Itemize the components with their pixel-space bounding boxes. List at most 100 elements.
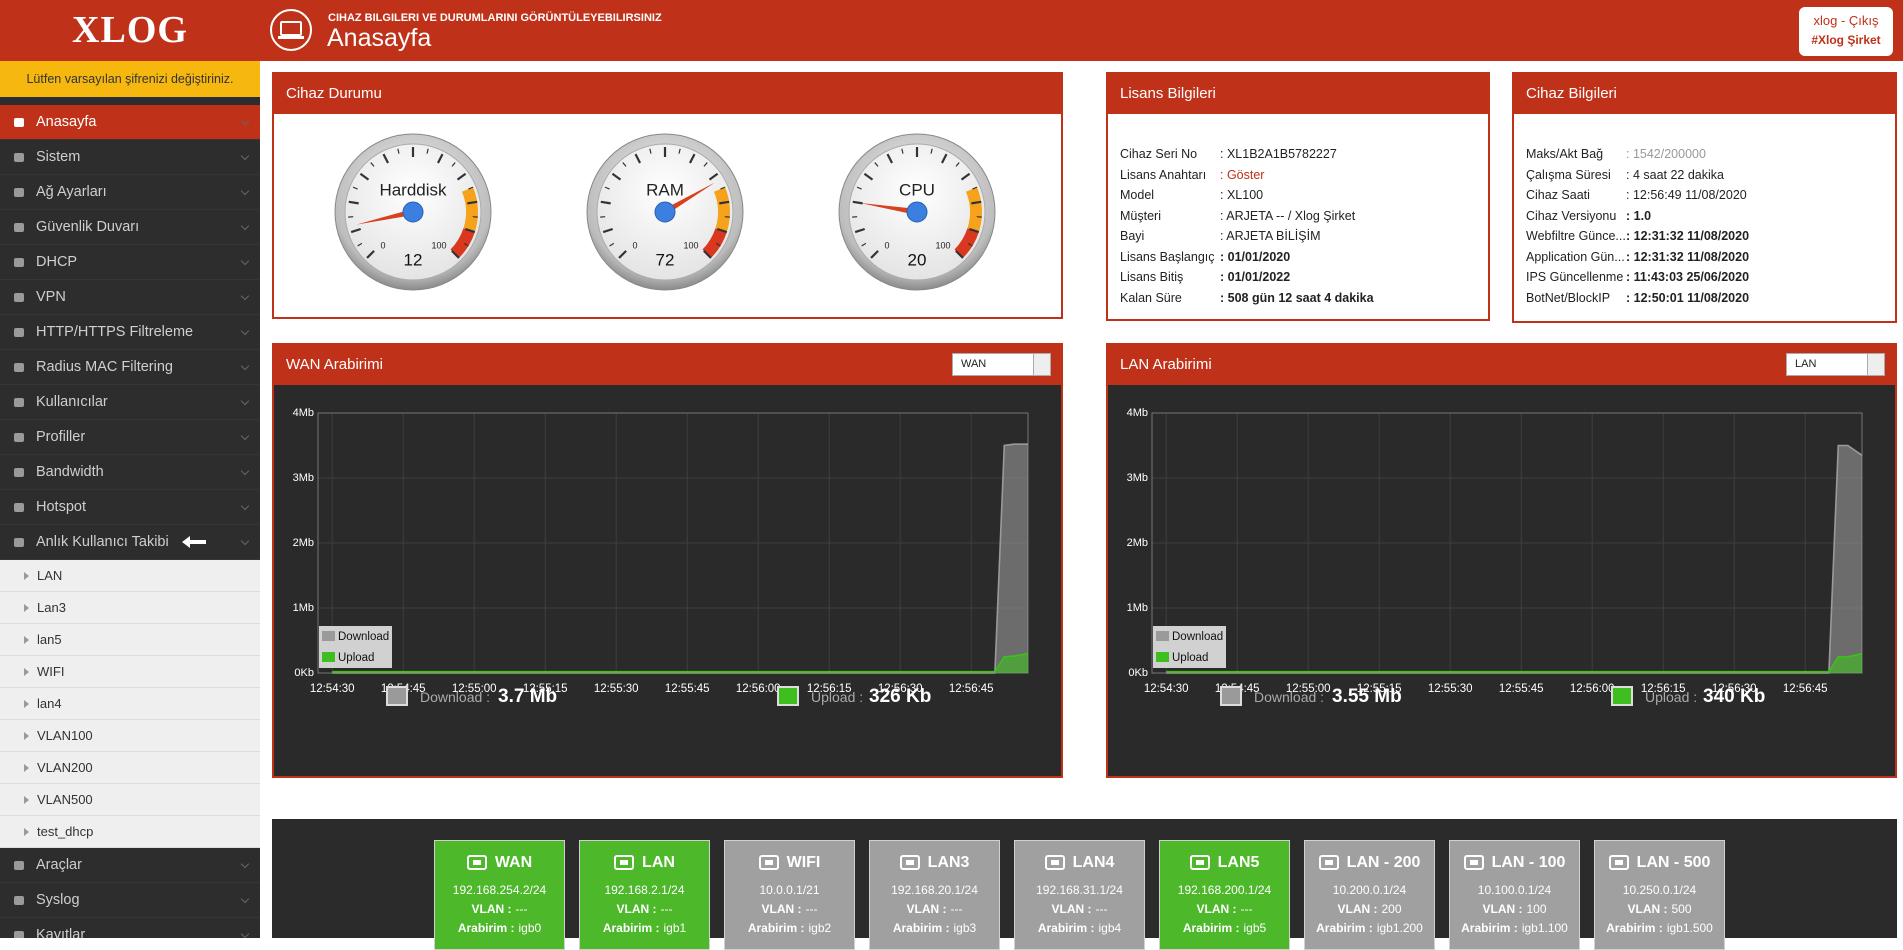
interface-ip: 10.0.0.1/21 xyxy=(725,883,854,897)
gauge-tick xyxy=(971,202,981,204)
info-label: Cihaz Seri No xyxy=(1120,147,1197,161)
network-icon xyxy=(467,855,487,872)
menu-item[interactable]: VPN xyxy=(0,280,260,315)
x-tick-label: 12:54:30 xyxy=(1144,683,1189,695)
vlan-value: --- xyxy=(806,902,818,916)
submenu-item[interactable]: test_dhcp xyxy=(0,816,260,848)
menu-item[interactable]: Kullanıcılar xyxy=(0,385,260,420)
traffic-chart: 0Kb1Mb2Mb3Mb4Mb12:54:3012:54:4512:55:001… xyxy=(1108,385,1895,776)
tile-header: LAN5 xyxy=(1160,853,1289,873)
interface-name: LAN3 xyxy=(928,854,970,872)
x-tick-label: 12:55:45 xyxy=(1499,683,1544,695)
password-warning[interactable]: Lütfen varsayılan şifrenizi değiştiriniz… xyxy=(0,61,260,97)
vlan-value: --- xyxy=(516,902,528,916)
iface-value: igb3 xyxy=(954,921,977,935)
interface-select[interactable]: LAN xyxy=(1786,353,1885,376)
gauge-hub xyxy=(907,202,927,222)
menu-item[interactable]: Ağ Ayarları xyxy=(0,175,260,210)
download-swatch xyxy=(386,686,408,706)
info-label: Cihaz Saati xyxy=(1526,188,1590,202)
download-label: Download : xyxy=(420,686,490,708)
series-line xyxy=(332,444,1028,673)
gauge-max-label: 100 xyxy=(431,240,446,250)
logo[interactable]: XLOG xyxy=(72,9,188,51)
menu-item[interactable]: Sistem xyxy=(0,140,260,175)
info-row: Lisans Bitiş01/01/2022 xyxy=(1108,270,1488,290)
info-label: Çalışma Süresi xyxy=(1526,168,1611,182)
submenu-item[interactable]: VLAN500 xyxy=(0,784,260,816)
submenu-item[interactable]: WIFI xyxy=(0,656,260,688)
gauge-label: CPU xyxy=(899,180,935,199)
menu-item[interactable]: Profiller xyxy=(0,420,260,455)
info-row: Kalan Süre508 gün 12 saat 4 dakika xyxy=(1108,291,1488,311)
iface-value: igb1 xyxy=(664,921,687,935)
menu-item[interactable]: Araçlar xyxy=(0,848,260,883)
menu-item[interactable]: Syslog xyxy=(0,883,260,918)
menu-item[interactable]: Kayıtlar xyxy=(0,918,260,938)
menu-item[interactable]: DHCP xyxy=(0,245,260,280)
series-area xyxy=(332,444,1028,673)
interface-ip: 192.168.2.1/24 xyxy=(580,883,709,897)
submenu-item[interactable]: lan5 xyxy=(0,624,260,656)
icon-port xyxy=(620,860,628,865)
legend-label: Upload xyxy=(338,652,374,664)
y-tick-label: 0Kb xyxy=(1128,667,1148,679)
menu-item[interactable]: HTTP/HTTPS Filtreleme xyxy=(0,315,260,350)
panel-title: Cihaz Bilgileri xyxy=(1514,74,1895,114)
icon-screen xyxy=(281,22,301,35)
menu-item[interactable]: Anlık Kullanıcı Takibi xyxy=(0,525,260,560)
menu-item[interactable]: Radius MAC Filtering xyxy=(0,350,260,385)
tile-header: LAN xyxy=(580,853,709,873)
interface-ip: 10.250.0.1/24 xyxy=(1595,883,1724,897)
menu-item[interactable]: Güvenlik Duvarı xyxy=(0,210,260,245)
submenu-item[interactable]: lan4 xyxy=(0,688,260,720)
logout[interactable]: Çıkış xyxy=(1849,13,1879,28)
iface-line: Arabirim :igb2 xyxy=(725,921,854,935)
submenu-item[interactable]: Lan3 xyxy=(0,592,260,624)
series-line xyxy=(1166,446,1862,674)
menu-item[interactable]: Bandwidth xyxy=(0,455,260,490)
y-tick-label: 2Mb xyxy=(1127,537,1148,549)
x-tick-label: 12:55:45 xyxy=(665,683,710,695)
vlan-line: VLAN :--- xyxy=(435,902,564,916)
iface-label: Arabirim : xyxy=(1461,921,1518,935)
legend-swatch xyxy=(322,652,335,662)
vlan-label: VLAN : xyxy=(1627,902,1667,916)
interface-name: LAN5 xyxy=(1218,854,1260,872)
gauge-tick xyxy=(601,202,611,204)
menu-item[interactable]: Hotspot xyxy=(0,490,260,525)
legend-label: Upload xyxy=(1172,652,1208,664)
download-total: 3.7 Mb xyxy=(498,684,557,710)
submenu-item[interactable]: LAN xyxy=(0,560,260,592)
iface-value: igb2 xyxy=(809,921,832,935)
network-icon xyxy=(1045,855,1065,872)
gauge-min-label: 0 xyxy=(380,240,385,250)
info-row: Cihaz Seri No XL1B2A1B5782227 xyxy=(1108,147,1488,167)
info-value: 1542/200000 xyxy=(1626,147,1706,161)
iface-value: igb5 xyxy=(1244,921,1267,935)
iface-label: Arabirim : xyxy=(603,921,660,935)
info-value: XL1B2A1B5782227 xyxy=(1220,147,1337,161)
info-label: Cihaz Versiyonu xyxy=(1526,209,1616,223)
submenu-item[interactable]: VLAN200 xyxy=(0,752,260,784)
info-row: Lisans Başlangıç01/01/2020 xyxy=(1108,250,1488,270)
device-info-panel: Cihaz Bilgileri Maks/Akt Bağ1542/200000Ç… xyxy=(1512,72,1897,323)
upload-total: 326 Kb xyxy=(869,684,931,710)
iface-value: igb1.200 xyxy=(1377,921,1423,935)
gauge-max-label: 100 xyxy=(935,240,950,250)
interface-select[interactable]: WAN xyxy=(952,353,1051,376)
series-area xyxy=(1166,654,1862,674)
submenu-item[interactable]: VLAN100 xyxy=(0,720,260,752)
menu-item[interactable]: Anasayfa xyxy=(0,105,260,140)
